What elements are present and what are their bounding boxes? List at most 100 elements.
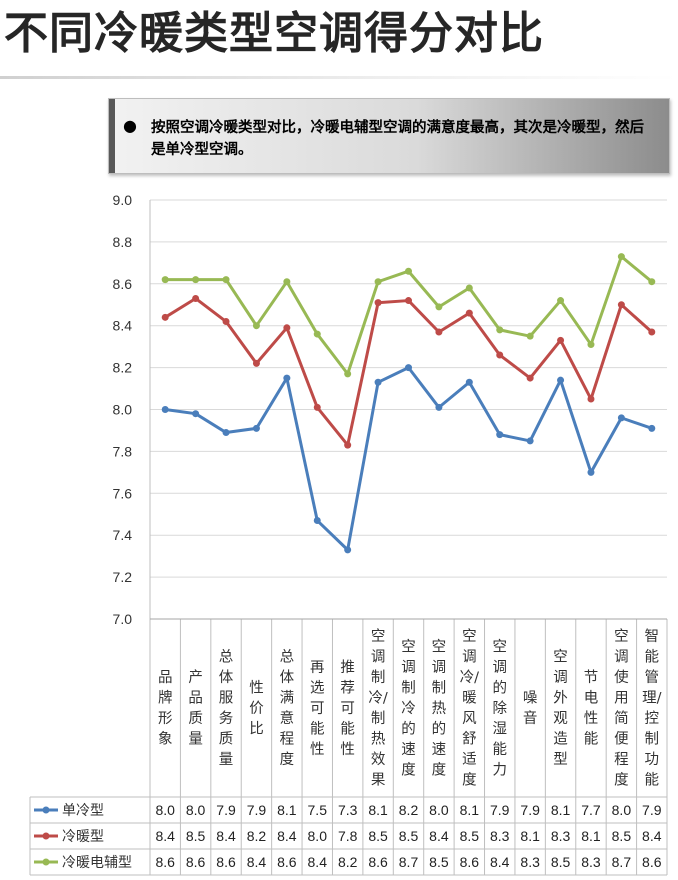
data-point xyxy=(435,328,443,336)
table-cell: 7.9 xyxy=(247,802,267,818)
y-tick-label: 8.8 xyxy=(113,234,133,250)
table-cell: 8.2 xyxy=(399,802,419,818)
data-point xyxy=(587,341,595,349)
data-point xyxy=(405,364,412,372)
table-cell: 8.1 xyxy=(277,802,297,818)
data-point xyxy=(526,437,534,445)
y-tick-label: 8.2 xyxy=(113,360,133,376)
page-title: 不同冷暖类型空调得分对比 xyxy=(4,8,544,59)
table-cell: 8.4 xyxy=(490,854,510,870)
legend-label: 单冷型 xyxy=(62,803,104,819)
category-label: 节电性能 xyxy=(584,669,599,748)
legend-swatch-marker xyxy=(42,832,50,840)
data-point xyxy=(496,351,504,359)
category-label: 品牌形象 xyxy=(158,669,173,748)
table-cell: 7.3 xyxy=(338,802,358,818)
table-cell: 7.9 xyxy=(642,802,662,818)
data-point xyxy=(313,403,321,411)
table-cell: 7.7 xyxy=(581,802,601,818)
table-cell: 8.5 xyxy=(551,854,571,870)
table-cell: 8.6 xyxy=(642,854,662,870)
table-cell: 8.3 xyxy=(581,854,601,870)
legend-swatch-marker xyxy=(42,806,50,814)
table-cell: 8.5 xyxy=(186,828,206,844)
table-cell: 8.4 xyxy=(642,828,662,844)
legend-label: 冷暖型 xyxy=(62,829,104,845)
data-point xyxy=(648,328,656,336)
table-cell: 8.1 xyxy=(460,802,480,818)
data-point xyxy=(161,276,169,284)
table-cell: 8.4 xyxy=(155,828,175,844)
table-cell: 8.0 xyxy=(308,828,328,844)
table-cell: 8.6 xyxy=(186,854,206,870)
data-point xyxy=(161,313,169,321)
data-point xyxy=(252,322,260,330)
data-point xyxy=(465,309,473,317)
callout-accent-bar xyxy=(109,99,115,173)
category-label: 空调制冷的速度 xyxy=(401,638,416,778)
data-point xyxy=(435,303,443,311)
data-point xyxy=(374,378,382,386)
data-point xyxy=(435,403,443,411)
table-cell: 8.4 xyxy=(277,828,297,844)
table-cell: 8.3 xyxy=(490,828,510,844)
table-cell: 7.9 xyxy=(216,802,236,818)
table-cell: 8.6 xyxy=(460,854,480,870)
table-cell: 8.6 xyxy=(368,854,388,870)
table-cell: 8.2 xyxy=(338,854,358,870)
category-label: 产品质量 xyxy=(188,669,203,748)
data-point xyxy=(192,294,200,302)
data-point xyxy=(283,324,291,332)
data-point xyxy=(496,431,504,439)
y-tick-label: 7.8 xyxy=(113,443,133,459)
y-tick-label: 8.0 xyxy=(113,402,133,418)
legend-label: 冷暖电辅型 xyxy=(62,855,132,871)
table-cell: 8.0 xyxy=(155,802,175,818)
data-point xyxy=(313,517,321,525)
data-point xyxy=(222,276,230,284)
data-point xyxy=(252,424,260,432)
y-tick-label: 8.4 xyxy=(113,318,133,334)
category-label: 空调冷/暖风舒适度 xyxy=(460,628,479,789)
data-point xyxy=(496,326,504,334)
table-cell: 8.5 xyxy=(460,828,480,844)
table-cell: 8.3 xyxy=(551,828,571,844)
table-cell: 8.0 xyxy=(186,802,206,818)
table-cell: 8.4 xyxy=(247,854,267,870)
data-point xyxy=(526,374,534,382)
category-label: 推荐可能性 xyxy=(340,659,355,758)
data-point xyxy=(344,370,352,378)
category-label: 空调外观造型 xyxy=(553,649,568,769)
data-point xyxy=(283,374,291,382)
y-tick-label: 8.6 xyxy=(113,276,133,292)
data-point xyxy=(617,253,625,261)
table-cell: 8.1 xyxy=(581,828,601,844)
data-point xyxy=(557,376,565,384)
category-label: 总体服务质量 xyxy=(219,649,234,769)
callout-text: 按照空调冷暖类型对比，冷暖电辅型空调的满意度最高，其次是冷暖型，然后是单冷型空调… xyxy=(151,120,644,158)
y-tick-label: 7.0 xyxy=(113,611,133,627)
title-divider xyxy=(0,76,678,79)
y-tick-label: 7.4 xyxy=(113,527,133,543)
summary-callout: ● 按照空调冷暖类型对比，冷暖电辅型空调的满意度最高，其次是冷暖型，然后是单冷型… xyxy=(108,98,670,174)
data-point xyxy=(192,276,200,284)
table-cell: 7.9 xyxy=(520,802,540,818)
table-cell: 8.1 xyxy=(520,828,540,844)
table-cell: 8.6 xyxy=(216,854,236,870)
table-cell: 7.8 xyxy=(338,828,358,844)
table-cell: 8.1 xyxy=(368,802,388,818)
data-point xyxy=(617,301,625,309)
category-label: 空调制冷/制热效果 xyxy=(368,628,387,789)
data-point xyxy=(587,395,595,403)
table-cell: 7.9 xyxy=(490,802,510,818)
table-cell: 8.4 xyxy=(216,828,236,844)
data-point xyxy=(161,406,169,413)
data-point xyxy=(222,429,230,437)
data-point xyxy=(648,278,656,286)
data-point xyxy=(405,297,412,305)
data-point xyxy=(617,414,625,422)
category-label: 空调制热的速度 xyxy=(432,638,447,778)
data-point xyxy=(374,299,382,307)
table-cell: 8.1 xyxy=(551,802,571,818)
